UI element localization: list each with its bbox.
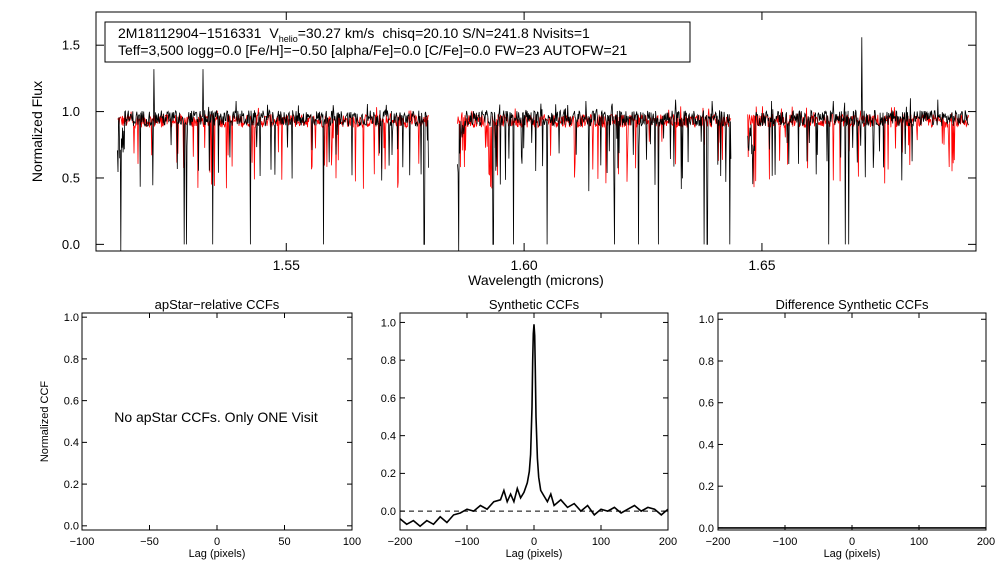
spectrum-observed-line [117,69,429,252]
x-tick-label: 100 [910,536,928,548]
v-helio-subscript: helio [279,34,298,44]
apstar-ccf-panel: −100 −50 0 50 100 0.0 0.2 0.4 0.6 0.8 1.0 apStar−r… [39,297,361,560]
info-line-1: 2M18112904−1516331 Vhelio=30.27 km/s chisq… [118,25,590,44]
spectrum-model-line [747,106,969,188]
y-tick-label: 0.4 [699,439,714,451]
x-tick-label: 0 [849,536,855,548]
y-tick-label: 0.8 [381,355,396,367]
y-tick-label: 1.0 [699,314,714,326]
synthetic-ticks: −200 −100 0 100 200 0.0 0.2 0.4 0.6 0.8 1.0 [381,313,677,548]
x-tick-label: 50 [278,536,290,548]
y-tick-label: 0.5 [62,171,80,186]
y-tick-label: 0.2 [381,468,396,480]
y-tick-label: 0.4 [64,437,79,449]
spectrum-observed-line [457,99,732,252]
spectrum-ticks: 1.55 1.60 1.65 0.0 0.5 1.0 1.5 [62,12,976,273]
x-tick-label: 1.60 [510,257,537,273]
synthetic-ccf-line [399,324,669,528]
x-tick-label: −100 [70,536,95,548]
y-tick-label: 0.2 [699,481,714,493]
spectrum-panel: 1.55 1.60 1.65 0.0 0.5 1.0 1.5 Wavelength (mic… [29,11,977,288]
difference-axes-frame [717,312,987,531]
y-tick-label: 0.8 [699,356,714,368]
apstar-y-axis-label: Normalized CCF [39,381,51,463]
y-tick-label: 0.6 [381,393,396,405]
synthetic-ccf-panel: −200 −100 0 100 200 0.0 0.2 0.4 0.6 0.8 1.0 Synthe… [381,297,677,560]
info-box: 2M18112904−1516331 Vhelio=30.27 km/s chisq… [104,21,691,63]
x-tick-label: 0 [214,536,220,548]
difference-ticks: −200 −100 0 100 200 0.0 0.2 0.4 0.6 0.8 1.0 [699,313,995,548]
spectrum-series [117,37,969,252]
x-tick-label: 100 [592,536,610,548]
x-tick-label: 100 [343,536,361,548]
synthetic-axes-frame [399,312,669,531]
synthetic-ccf-title: Synthetic CCFs [489,297,580,312]
y-tick-label: 1.0 [64,312,79,324]
x-tick-label: −200 [706,536,731,548]
y-tick-label: 0.0 [64,521,79,533]
no-apstar-annotation: No apStar CCFs. Only ONE Visit [114,409,318,425]
apstar-ccf-title: apStar−relative CCFs [155,297,280,312]
info-line-2: Teff=3,500 logg=0.0 [Fe/H]=−0.50 [alpha/… [118,42,627,58]
y-tick-label: 0.0 [699,523,714,535]
fit-stats: chisq=20.10 S/N=241.8 Nvisits=1 [382,25,590,41]
y-tick-label: 0.0 [62,237,80,252]
y-tick-label: 0.6 [64,395,79,407]
difference-x-axis-label: Lag (pixels) [824,548,881,560]
x-tick-label: −200 [388,536,413,548]
synthetic-x-axis-label: Lag (pixels) [506,548,563,560]
x-tick-label: 0 [531,536,537,548]
difference-ccf-panel: −200 −100 0 100 200 0.0 0.2 0.4 0.6 0.8 1.0 Differ… [699,297,995,560]
y-tick-label: 0.4 [381,431,396,443]
x-tick-label: 1.55 [273,257,300,273]
spectrum-axes-frame [95,11,977,252]
y-tick-label: 1.0 [381,317,396,329]
spectrum-observed-line [747,37,969,245]
y-tick-label: 1.0 [62,104,80,119]
v-helio-value: =30.27 km/s [298,25,375,41]
star-id: 2M18112904−1516331 [118,25,262,41]
x-tick-label: −100 [773,536,798,548]
x-tick-label: 200 [977,536,995,548]
y-tick-label: 0.2 [64,479,79,491]
x-tick-label: −100 [455,536,480,548]
y-tick-label: 0.6 [699,398,714,410]
x-tick-label: 200 [659,536,677,548]
y-tick-label: 0.8 [64,354,79,366]
spectrum-y-axis-label: Normalized Flux [29,81,45,182]
x-tick-label: 1.65 [748,257,775,273]
y-tick-label: 1.5 [62,38,80,53]
synthetic-ccf-series [399,324,669,528]
x-tick-label: −50 [140,536,159,548]
y-tick-label: 0.0 [381,506,396,518]
apstar-ticks: −100 −50 0 50 100 0.0 0.2 0.4 0.6 0.8 1.0 [64,312,361,548]
info-box-frame [104,21,691,63]
difference-ccf-title: Difference Synthetic CCFs [776,297,929,312]
apstar-x-axis-label: Lag (pixels) [189,548,246,560]
v-helio-symbol: V [269,25,279,41]
spectrum-x-axis-label: Wavelength (microns) [468,272,604,288]
